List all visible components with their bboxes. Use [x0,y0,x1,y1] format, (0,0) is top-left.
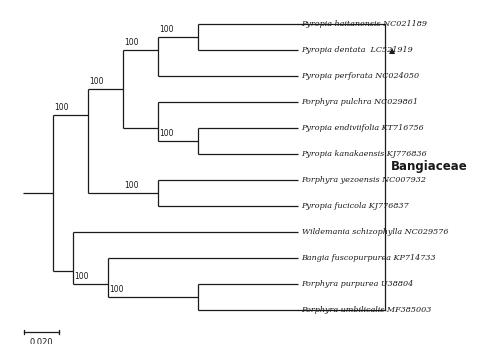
Text: ▲: ▲ [389,45,395,55]
Text: Pyropia haitanensis NC021189: Pyropia haitanensis NC021189 [302,20,428,28]
Text: Pyropia perforata NC024050: Pyropia perforata NC024050 [302,72,420,80]
Text: Bangia fuscopurpurea KP714733: Bangia fuscopurpurea KP714733 [302,254,436,262]
Text: Pyropia kanakaensis KJ776836: Pyropia kanakaensis KJ776836 [302,150,427,158]
Text: 100: 100 [160,129,174,138]
Text: Pyropia dentata  LC521919: Pyropia dentata LC521919 [302,46,416,54]
Text: Bangiaceae: Bangiaceae [391,160,468,173]
Text: 0.020: 0.020 [30,338,54,344]
Text: Pyropia fucicola KJ776837: Pyropia fucicola KJ776837 [302,202,409,210]
Text: 100: 100 [124,38,139,47]
Text: Porphyra yezoensis NC007932: Porphyra yezoensis NC007932 [302,176,426,184]
Text: Wildemania schizophylla NC029576: Wildemania schizophylla NC029576 [302,228,448,236]
Text: Porphyra umbilicalis MF385003: Porphyra umbilicalis MF385003 [302,305,432,314]
Text: 100: 100 [54,103,69,112]
Text: 100: 100 [90,77,104,86]
Text: Pyropia endiviifolia KT716756: Pyropia endiviifolia KT716756 [302,124,424,132]
Text: Porphyra pulchra NC029861: Porphyra pulchra NC029861 [302,98,418,106]
Text: 100: 100 [124,181,139,190]
Text: 100: 100 [74,272,89,281]
Text: 100: 100 [110,285,124,294]
Text: Porphyra purpurea U38804: Porphyra purpurea U38804 [302,280,414,288]
Text: 100: 100 [160,25,174,34]
